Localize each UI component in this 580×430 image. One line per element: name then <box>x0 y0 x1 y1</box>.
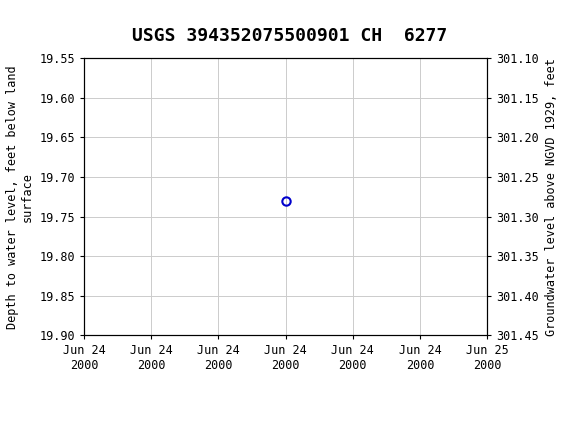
Text: USGS: USGS <box>13 13 74 32</box>
Y-axis label: Groundwater level above NGVD 1929, feet: Groundwater level above NGVD 1929, feet <box>545 58 557 336</box>
Y-axis label: Depth to water level, feet below land
surface: Depth to water level, feet below land su… <box>6 65 34 329</box>
Text: ≡: ≡ <box>0 11 19 34</box>
Text: USGS 394352075500901 CH  6277: USGS 394352075500901 CH 6277 <box>132 27 448 45</box>
